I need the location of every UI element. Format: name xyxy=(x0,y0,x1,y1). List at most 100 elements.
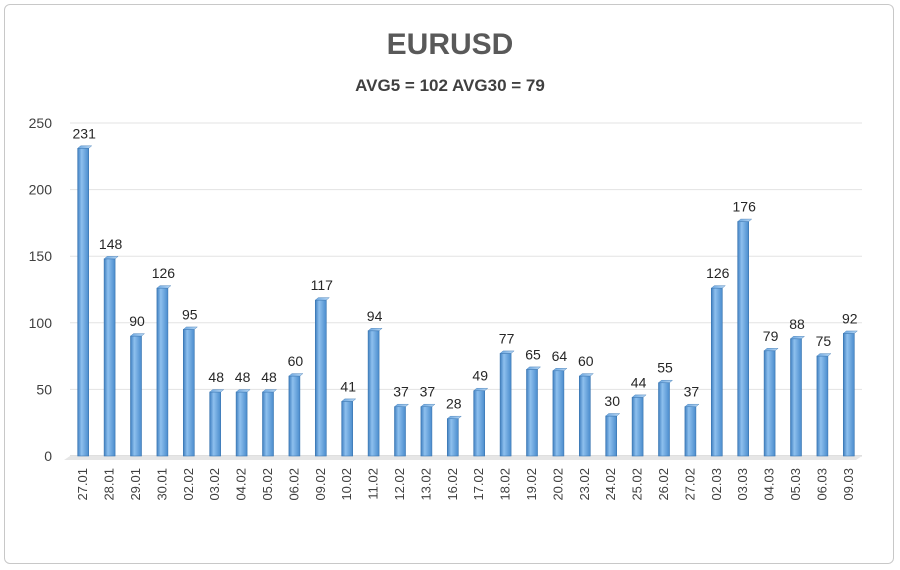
bar xyxy=(790,338,802,457)
bar-top xyxy=(789,336,806,339)
chart-floor xyxy=(64,456,862,460)
bar-top xyxy=(525,366,542,370)
bar xyxy=(288,375,301,457)
bar-top xyxy=(77,145,93,149)
data-label: 126 xyxy=(706,265,730,281)
y-tick-label: 150 xyxy=(29,248,53,264)
data-label: 37 xyxy=(684,384,700,400)
x-tick-label: 02.03 xyxy=(709,468,724,501)
y-tick-label: 0 xyxy=(44,448,52,464)
y-tick-label: 50 xyxy=(36,381,52,397)
bar-top xyxy=(737,218,753,222)
bar-top xyxy=(446,416,462,419)
bar-top xyxy=(367,328,383,331)
bar-top xyxy=(341,398,357,402)
bar-top xyxy=(816,353,832,357)
bar-top xyxy=(261,389,278,393)
bar-top xyxy=(473,388,489,391)
bar xyxy=(367,330,380,457)
data-label: 231 xyxy=(73,125,97,141)
bar-top xyxy=(578,373,594,377)
bar xyxy=(183,329,195,457)
x-tick-label: 10.02 xyxy=(339,468,354,501)
x-tick-label: 18.02 xyxy=(498,468,513,501)
x-tick-label: 25.02 xyxy=(630,468,645,501)
y-axis: 0 50 100 150 200 250 xyxy=(29,115,53,464)
x-tick-label: 13.02 xyxy=(418,468,433,501)
y-tick-label: 200 xyxy=(29,182,53,198)
x-tick-label: 24.02 xyxy=(603,468,618,501)
x-tick-label: 12.02 xyxy=(392,468,407,501)
data-label: 30 xyxy=(604,393,620,409)
data-label: 75 xyxy=(816,333,832,349)
bar-top xyxy=(235,389,251,393)
x-tick-label: 04.02 xyxy=(234,468,249,501)
data-label: 48 xyxy=(235,369,251,385)
data-label: 148 xyxy=(99,236,123,252)
data-label: 94 xyxy=(367,308,383,324)
x-axis: 27.01 28.01 29.01 30.01 02.02 03.02 04.02 05.02… xyxy=(75,468,856,501)
bar xyxy=(420,406,433,457)
data-label: 176 xyxy=(733,199,757,215)
data-label: 90 xyxy=(129,313,145,329)
bar xyxy=(473,390,486,457)
bar-top xyxy=(103,256,119,260)
chart-title: EURUSD xyxy=(386,28,514,61)
bar xyxy=(235,391,248,457)
bar xyxy=(499,353,512,457)
bar xyxy=(446,418,459,457)
gridlines xyxy=(64,122,862,460)
bar-top xyxy=(129,333,146,337)
data-label: 28 xyxy=(446,396,462,412)
bar-top xyxy=(209,389,225,393)
bar-top xyxy=(631,394,647,398)
x-tick-label: 03.03 xyxy=(735,468,750,501)
data-label: 117 xyxy=(311,277,334,293)
data-label: 37 xyxy=(393,384,409,400)
y-tick-label: 250 xyxy=(29,115,53,131)
data-label: 77 xyxy=(499,330,515,346)
bar-top xyxy=(657,380,674,383)
x-tick-label: 20.02 xyxy=(550,468,565,501)
data-label: 92 xyxy=(842,310,858,326)
bar-top xyxy=(288,373,304,377)
data-label: 37 xyxy=(420,384,436,400)
bar xyxy=(262,391,274,457)
bar xyxy=(103,258,116,457)
bar-top xyxy=(314,297,330,301)
bar xyxy=(209,391,221,457)
bar-top xyxy=(182,326,198,330)
bar xyxy=(605,415,618,457)
x-tick-label: 02.02 xyxy=(181,468,196,501)
bar-top xyxy=(420,404,436,407)
x-tick-label: 23.02 xyxy=(577,468,592,501)
bars: 231 148 90 126 95 48 48 48 60 117 41 94 37 37 28 49 77 65… xyxy=(73,125,858,457)
data-label: 41 xyxy=(340,378,356,394)
bar xyxy=(737,221,750,457)
bar xyxy=(684,406,697,457)
x-tick-label: 05.02 xyxy=(260,468,275,501)
data-label: 44 xyxy=(631,374,647,390)
bar xyxy=(341,401,354,457)
data-label: 48 xyxy=(261,369,277,385)
data-label: 65 xyxy=(525,346,541,362)
bar-top xyxy=(710,285,726,289)
data-label: 88 xyxy=(789,316,805,332)
data-label: 48 xyxy=(208,369,224,385)
x-tick-label: 30.01 xyxy=(154,468,169,501)
x-tick-label: 29.01 xyxy=(128,468,143,501)
x-tick-label: 09.02 xyxy=(313,468,328,501)
bar-top xyxy=(842,330,858,334)
x-tick-label: 06.02 xyxy=(286,468,301,501)
bar xyxy=(658,382,670,457)
data-label: 55 xyxy=(657,360,673,376)
bar xyxy=(394,406,406,457)
data-label: 60 xyxy=(288,353,304,369)
bar xyxy=(631,397,644,457)
x-tick-label: 06.03 xyxy=(814,468,829,501)
bar-top xyxy=(605,413,621,417)
bar-top xyxy=(684,404,700,407)
bar xyxy=(77,148,89,457)
y-tick-label: 100 xyxy=(29,315,53,331)
bar xyxy=(816,355,829,457)
